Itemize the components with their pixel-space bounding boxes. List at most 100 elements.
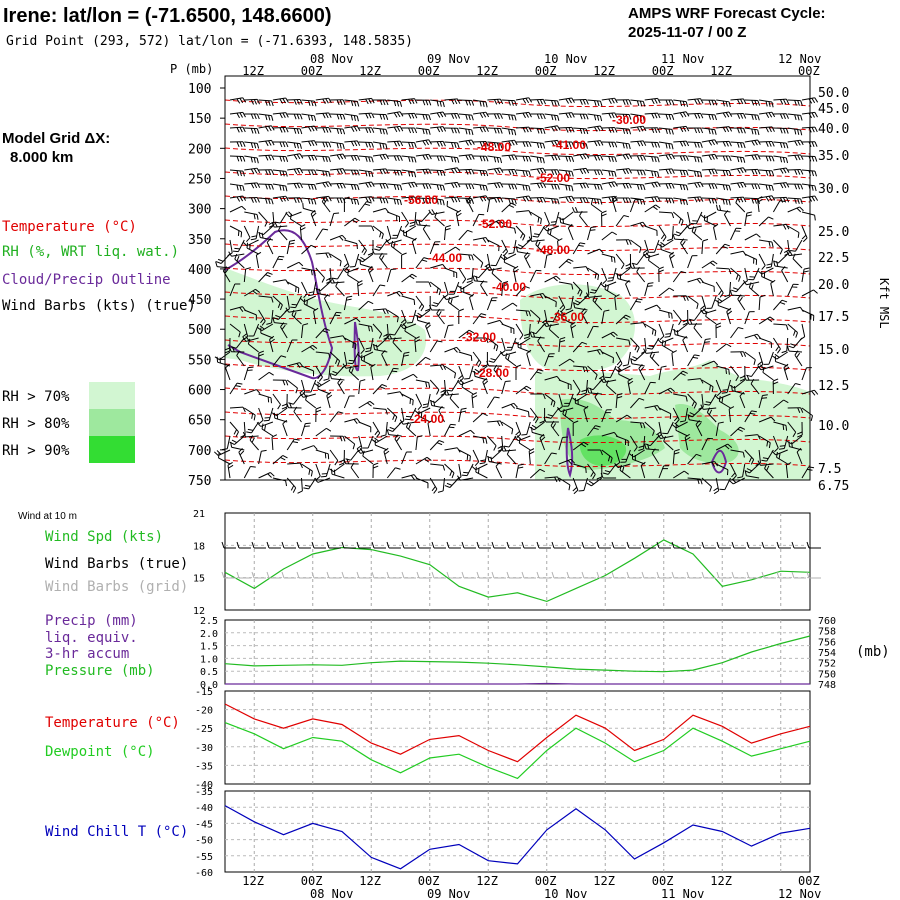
barb-shaft <box>601 155 615 158</box>
wind-barb <box>544 139 561 147</box>
y-tick-label: 2.5 <box>200 616 218 627</box>
wind-barb <box>466 267 474 283</box>
barb-feather <box>390 240 394 247</box>
barb-feather <box>268 115 271 121</box>
barb-feather <box>393 141 398 147</box>
barb-feather <box>757 183 761 190</box>
wind-barb <box>444 127 460 134</box>
wind-barb <box>387 140 404 147</box>
barb-feather <box>682 184 686 191</box>
barb-feather <box>542 226 548 232</box>
barb-feather <box>514 139 518 146</box>
barb-shaft <box>231 253 245 257</box>
top-date-label: 11 Nov <box>661 52 704 66</box>
barb-feather <box>325 277 332 281</box>
wind-barb <box>515 97 533 104</box>
barb-feather <box>296 168 301 174</box>
wind-barb <box>787 99 803 106</box>
wind-barb <box>687 169 703 178</box>
barb-feather <box>425 114 428 120</box>
barb-feather <box>782 224 787 230</box>
barb-shaft <box>258 211 268 222</box>
barb-feather <box>293 128 297 134</box>
top-hour-label: 00Z <box>301 64 323 78</box>
wind-barb <box>730 113 747 119</box>
barb-feather <box>385 143 388 150</box>
barb-feather <box>547 227 550 234</box>
barb-feather <box>525 127 529 133</box>
barb-feather <box>797 114 800 121</box>
wind-barb <box>787 139 804 146</box>
barb-feather <box>493 113 497 120</box>
wind-barb <box>228 251 245 257</box>
barb-feather <box>289 239 296 242</box>
barb-feather <box>380 255 385 261</box>
wind-barb <box>544 197 560 205</box>
barb-feather <box>511 100 514 106</box>
wind-barb <box>473 111 490 118</box>
barb-feather <box>585 143 588 149</box>
barb-feather <box>657 112 661 119</box>
barb-feather <box>409 224 415 227</box>
bottom-hour-label: 12Z <box>710 874 732 888</box>
barb-shaft <box>601 231 613 241</box>
temperature-label: -52.00 <box>478 217 512 231</box>
barb-shaft <box>544 211 550 225</box>
barb-shaft <box>544 99 558 102</box>
wind-barb <box>501 202 517 213</box>
barb-feather <box>265 114 268 121</box>
barb-feather <box>714 198 718 204</box>
wind-barb <box>701 113 717 121</box>
rh-key-swatch <box>89 409 135 436</box>
barb-feather <box>743 113 747 119</box>
barb-feather <box>594 184 597 190</box>
wind-barb <box>544 183 560 190</box>
barb-feather <box>428 114 431 121</box>
wind-barb <box>558 155 575 162</box>
barb-feather <box>444 485 451 488</box>
barb-shaft <box>329 267 332 281</box>
barb-shaft <box>546 225 560 232</box>
barb-feather <box>299 168 304 174</box>
wind-barb <box>372 127 388 135</box>
barb-feather <box>614 181 618 187</box>
barb-shaft <box>716 183 730 186</box>
barb-feather <box>310 126 315 132</box>
wind-barb <box>301 154 318 161</box>
barb-shaft <box>272 169 286 172</box>
wind-barb <box>544 169 561 176</box>
barb-feather <box>499 167 504 173</box>
barb-shaft <box>401 169 415 173</box>
barb-feather <box>691 226 695 232</box>
barb-feather <box>634 199 641 201</box>
barb-shaft <box>579 215 588 227</box>
barb-feather <box>313 125 318 131</box>
barb-shaft <box>290 218 302 227</box>
wind-barb <box>215 253 231 264</box>
wind-barb <box>644 155 660 163</box>
barb-feather <box>253 168 258 174</box>
wind-barb <box>244 155 259 164</box>
barb-feather <box>625 168 629 174</box>
barb-shaft <box>601 112 615 115</box>
wind-barb <box>301 244 317 255</box>
barb-feather <box>240 231 243 238</box>
barb-shaft <box>330 153 344 157</box>
wind-barb <box>713 223 719 241</box>
wind-barb <box>315 141 332 148</box>
barb-feather <box>597 155 601 161</box>
barb-feather <box>768 185 771 191</box>
barb-shaft <box>379 257 388 269</box>
barb-feather <box>279 184 282 191</box>
wind-barb <box>658 183 675 189</box>
barb-feather <box>496 182 501 188</box>
wind-barb <box>444 113 461 119</box>
barb-shaft <box>687 196 701 199</box>
barb-feather <box>356 101 360 107</box>
wind-barb <box>458 127 474 136</box>
barb-feather <box>779 128 783 134</box>
barb-feather <box>779 183 784 189</box>
barb-feather <box>493 128 497 134</box>
barb-shaft <box>654 239 660 253</box>
barb-feather <box>411 182 415 188</box>
